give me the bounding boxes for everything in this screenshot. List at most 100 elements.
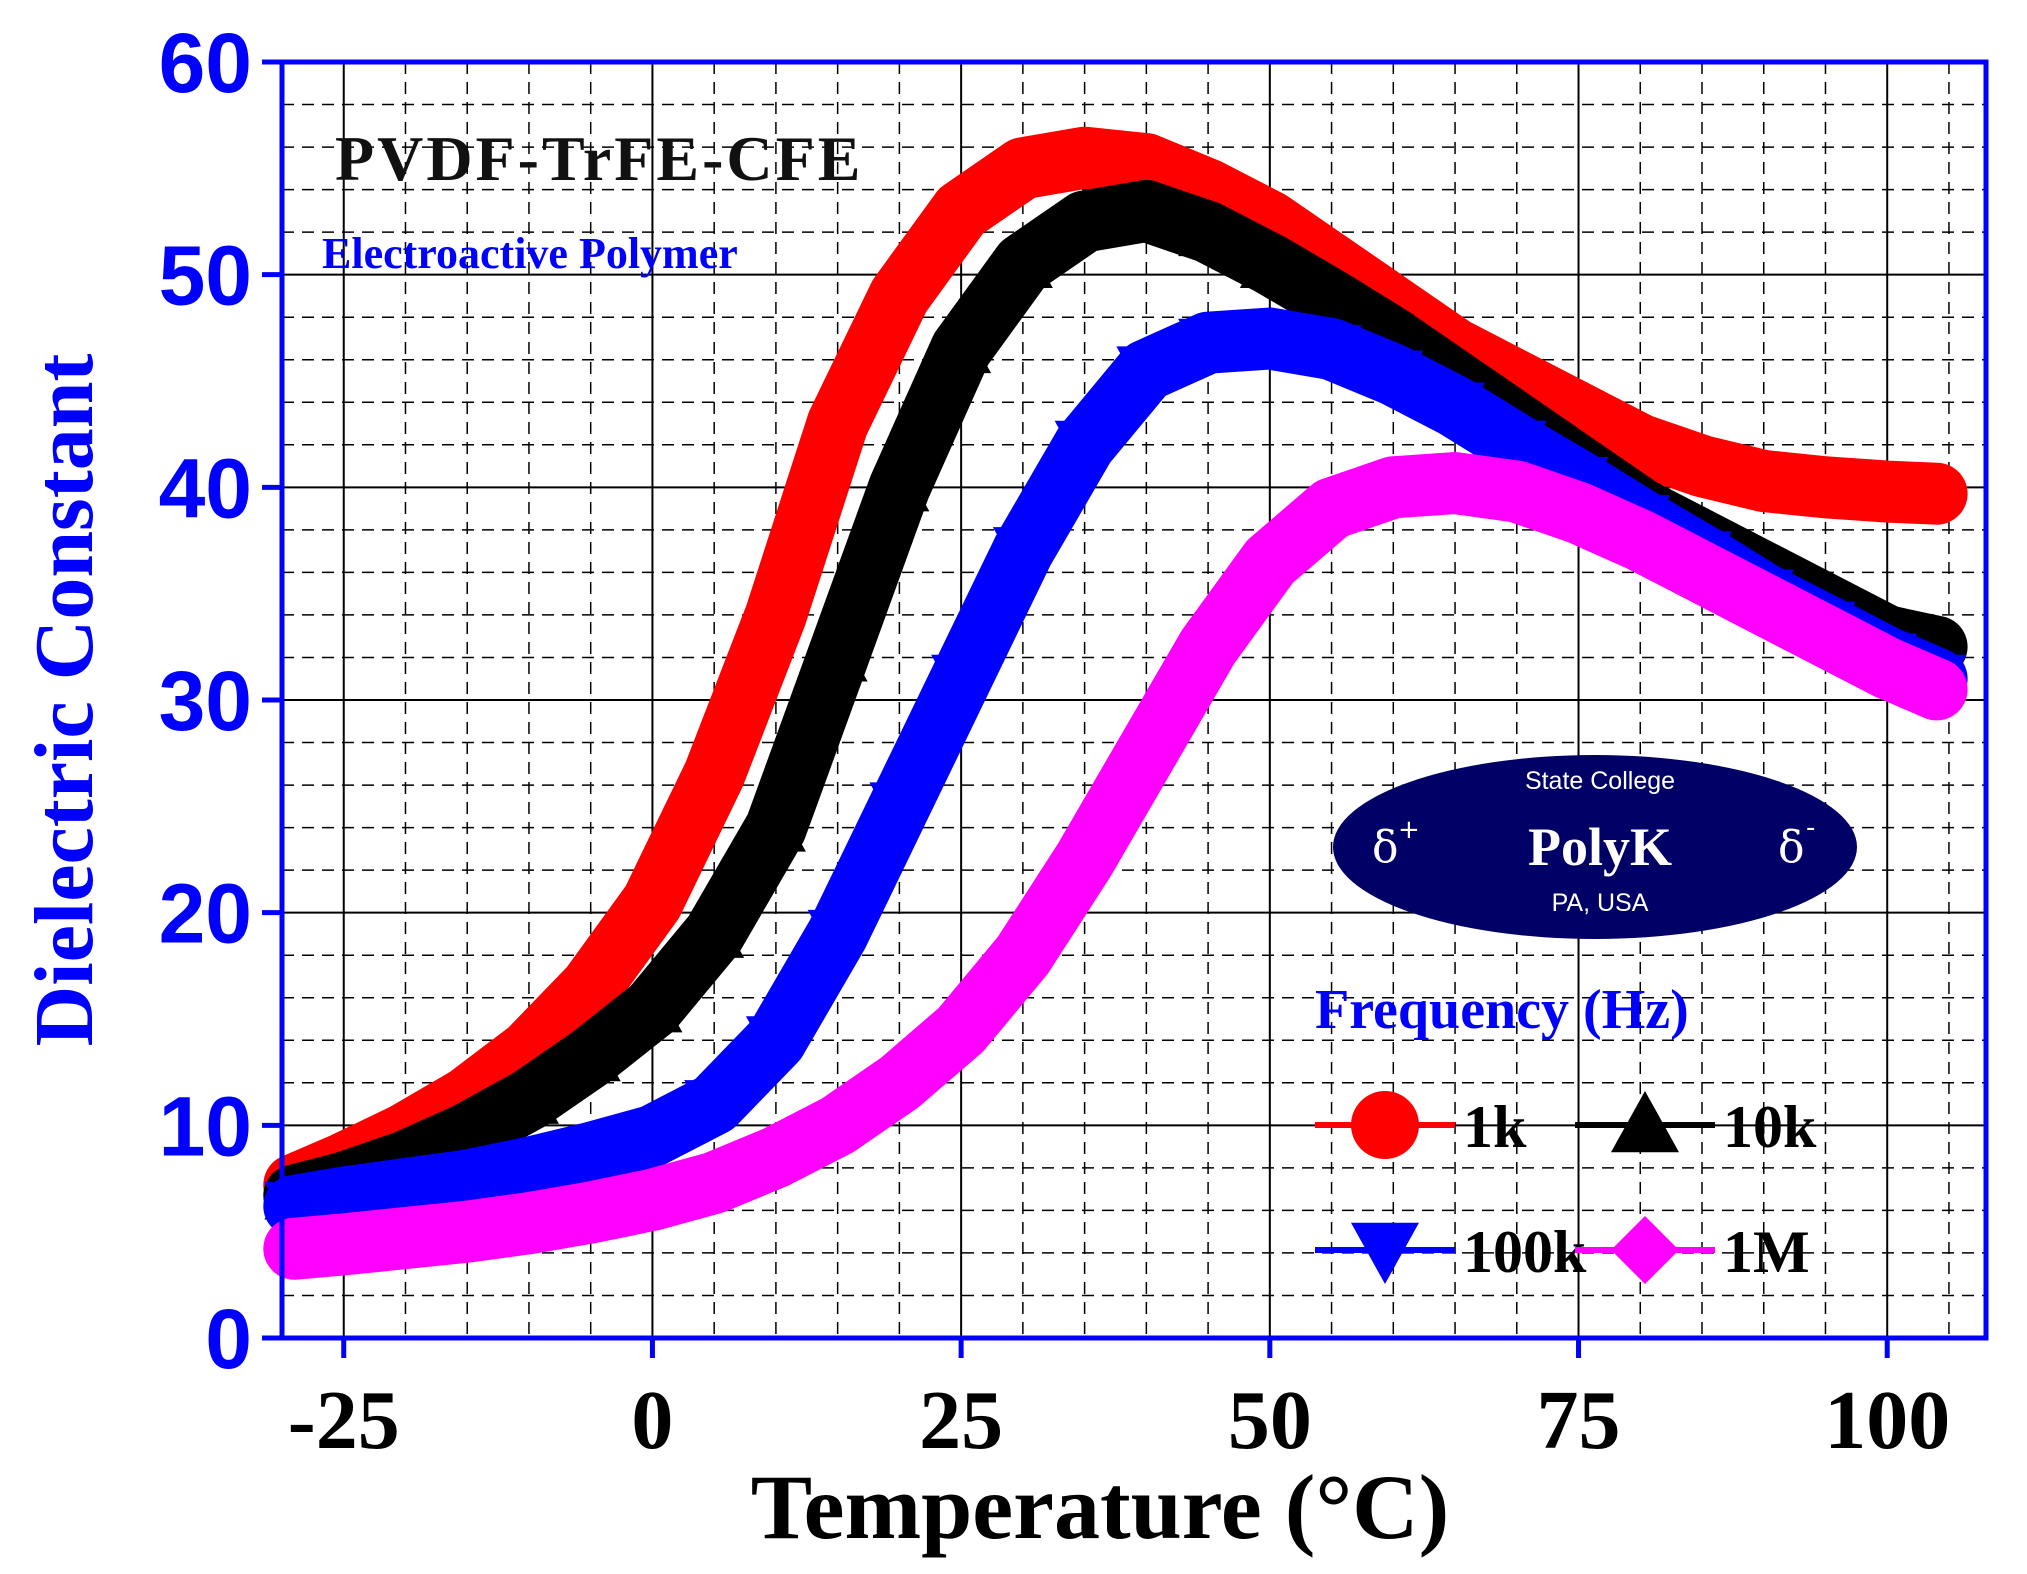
data-point-1k [745,584,806,645]
data-point-1M [560,1182,621,1243]
data-point-10k [560,1027,621,1082]
x-tick-label: 50 [1228,1374,1312,1467]
data-point-1M [1486,461,1547,522]
data-point-100k [931,654,992,709]
data-point-1k [1672,436,1732,497]
logo-minus-sign: - [1806,813,1815,843]
data-point-10k [437,1103,498,1158]
data-point-10k [498,1069,559,1124]
data-point-1M [992,925,1053,986]
data-point-1M [264,1218,325,1279]
y-tick-label: 20 [159,867,252,961]
x-tick-label: 75 [1537,1374,1621,1467]
data-point-1M [684,1152,745,1213]
data-point-100k [437,1156,498,1211]
data-point-1M [437,1201,498,1262]
data-point-1M [1054,829,1115,890]
data-point-1M [1239,531,1300,592]
ticks: 0 10 20 30 40 50 60 -25 0 25 50 75 100 [159,16,1951,1467]
data-point-1M [807,1095,868,1156]
data-point-1M [1906,659,1967,720]
data-point-1M [375,1208,436,1269]
data-point-1M [1178,616,1239,677]
data-point-1k [1054,127,1115,188]
x-tick-label: 25 [919,1374,1003,1467]
data-point-100k [1363,350,1424,405]
data-point-1M [1672,542,1732,603]
series-1k [263,126,1968,1216]
series-group [263,126,1968,1280]
data-point-100k [498,1143,559,1198]
legend-marker-10k [1611,1091,1679,1153]
data-point-100k [1116,346,1177,401]
data-point-1M [869,1052,930,1113]
data-point-100k [1425,382,1486,437]
x-tick-label: 100 [1824,1374,1950,1467]
data-point-1M [931,999,992,1060]
legend-marker-100k [1351,1222,1419,1284]
data-point-100k [745,1016,806,1071]
logo-ellipse [1333,755,1857,939]
data-point-10k [869,457,930,512]
data-point-1k [560,957,621,1018]
y-tick-label: 10 [159,1079,252,1173]
data-point-1k [1733,450,1794,511]
data-point-10k [992,234,1053,289]
logo-plus-sign: + [1398,815,1420,845]
series-1M [263,452,1968,1280]
y-axis-label: Dielectric Constant [18,354,111,1047]
logo-delta-minus: δ [1778,822,1805,873]
y-tick-label: 60 [159,16,252,110]
y-tick-label: 50 [159,229,252,323]
legend-title: Frequency (Hz) [1315,979,1689,1041]
y-tick-label: 0 [205,1292,252,1386]
data-point-100k [1239,314,1300,369]
legend-marker-1M [1611,1216,1679,1284]
data-point-1k [1116,134,1177,195]
data-point-1M [498,1193,559,1254]
data-point-10k [1239,234,1300,289]
legend-label-10k: 10k [1723,1094,1817,1160]
data-point-10k [807,627,868,682]
x-tick-label: -25 [288,1374,400,1467]
data-point-100k [622,1111,683,1166]
data-point-1k [622,872,683,933]
data-point-1k [869,265,930,326]
polyk-logo: State College PolyK PA, USA δ + δ - [1333,755,1857,939]
data-point-100k [560,1128,621,1183]
legend-item-100k: 100k [1315,1219,1587,1285]
data-point-1k [931,180,992,241]
logo-name: PolyK [1528,817,1672,877]
data-point-1k [1857,461,1918,522]
data-point-1M [1733,574,1794,635]
data-point-10k [1301,270,1362,325]
data-point-100k [684,1080,745,1135]
x-tick-label: 0 [631,1374,673,1467]
legend-label-100k: 100k [1463,1219,1587,1285]
data-point-1M [1301,478,1362,539]
data-point-1k [992,138,1053,199]
legend-label-1M: 1M [1723,1219,1810,1285]
data-point-100k [313,1173,374,1228]
data-point-1M [1548,482,1609,543]
x-axis-label: Temperature (°C) [751,1456,1450,1558]
y-tick-label: 30 [159,654,252,748]
series-line-1k [263,126,1968,1216]
chart-subtitle: Electroactive Polymer [322,229,738,278]
legend-item-10k: 10k [1575,1091,1817,1160]
data-point-10k [622,978,683,1033]
data-point-10k [745,797,806,852]
data-point-100k [264,1182,325,1237]
data-point-1k [1795,457,1856,518]
data-point-1M [1795,606,1856,667]
chart-title: PVDF-TrFE-CFE [335,123,863,194]
data-point-1k [807,393,868,454]
data-point-1M [622,1169,683,1230]
data-point-1M [1610,510,1671,571]
data-point-10k [931,319,992,374]
series-line-1M [263,452,1968,1280]
data-point-10k [1054,191,1115,246]
logo-top-text: State College [1525,767,1675,795]
data-point-100k [1178,318,1239,373]
